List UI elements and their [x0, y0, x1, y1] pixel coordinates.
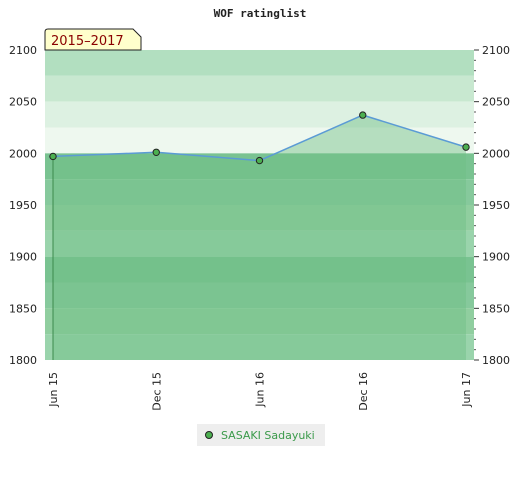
legend-box: [197, 424, 325, 446]
background-band: [45, 50, 474, 76]
x-tick-label: Jun 15: [47, 372, 60, 408]
y-tick-label-left: 2050: [9, 96, 37, 109]
x-tick-label: Dec 15: [150, 372, 163, 411]
y-tick-label-right: 2050: [482, 96, 510, 109]
y-tick-label-right: 1800: [482, 354, 510, 367]
legend-marker: [205, 431, 213, 439]
y-tick-label-left: 1850: [9, 302, 37, 315]
badge-label: 2015–2017: [51, 34, 124, 49]
background-band: [45, 179, 474, 205]
year-range-badge: 2015–2017: [44, 28, 142, 51]
data-point[interactable]: [152, 148, 160, 157]
plot-area: 1800 1800 1850 1850 1900 1900 1950 1950 2000 2000…: [9, 44, 510, 411]
y-tick-label-left: 1950: [9, 199, 37, 212]
y-tick-label-right: 1900: [482, 251, 510, 264]
y-tick-label-left: 1900: [9, 251, 37, 264]
x-tick-label: Jun 17: [460, 372, 473, 408]
series-area: [53, 115, 466, 360]
y-tick-label-left: 2100: [9, 44, 37, 57]
y-tick-label-right: 1850: [482, 302, 510, 315]
background-band: [45, 101, 474, 128]
background-band: [45, 127, 474, 154]
data-point[interactable]: [49, 152, 57, 161]
background-band: [45, 230, 474, 257]
background-band: [45, 205, 474, 231]
y-tick-label-left: 1800: [9, 354, 37, 367]
background-band: [45, 75, 474, 102]
badge-box: [44, 28, 142, 51]
chart-title: WOF ratinglist: [214, 7, 307, 20]
background-band: [45, 256, 474, 283]
y-tick-label-left: 2000: [9, 147, 37, 160]
legend[interactable]: SASAKI Sadayuki: [197, 424, 325, 446]
data-point[interactable]: [462, 143, 470, 151]
background-band: [45, 308, 474, 335]
y-tick-label-right: 1950: [482, 199, 510, 212]
legend-series-name: SASAKI Sadayuki: [221, 429, 315, 442]
x-tick-label: Dec 16: [357, 372, 370, 411]
x-tick-label: Jun 16: [254, 372, 267, 408]
y-tick-label-right: 2100: [482, 44, 510, 57]
background-band: [45, 334, 474, 360]
background-band: [45, 282, 474, 309]
data-point[interactable]: [255, 156, 264, 165]
data-point[interactable]: [359, 111, 367, 119]
y-tick-label-right: 2000: [482, 147, 510, 160]
